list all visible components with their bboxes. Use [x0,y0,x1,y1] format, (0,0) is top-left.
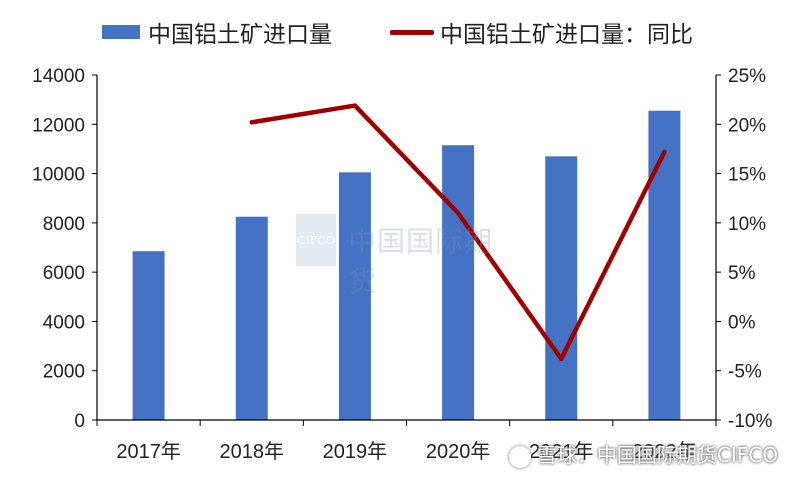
x-tick-label-0: 2017年 [116,440,181,463]
y-right-tick-label-1: -5% [728,362,762,383]
legend-item-line: 中国铝土矿进口量：同比 [390,14,693,50]
y-right-tick-label-0: -10% [728,411,772,432]
y-right-tick-label-6: 20% [728,115,766,136]
x-tick-label-2: 2019年 [323,440,388,463]
legend-item-bar: 中国铝土矿进口量 [102,14,332,50]
footer-watermark: 雪球：中国国际期货CIFCO [508,439,778,468]
y-left-tick-label-0: 0 [74,411,85,432]
watermark-text: 中国国际期货 [348,225,494,298]
legend-label-line: 中国铝土矿进口量：同比 [440,22,693,48]
y-right-tick-label-2: 0% [728,312,756,333]
y-left-tick-label-6: 12000 [32,115,85,136]
y-left-tick-label-7: 14000 [32,66,85,87]
y-right-tick-label-5: 15% [728,165,766,186]
footer-text: 雪球：中国国际期货CIFCO [536,443,778,467]
bar-0 [132,251,165,420]
legend: 中国铝土矿进口量 中国铝土矿进口量：同比 [0,14,800,50]
x-tick-label-3: 2020年 [426,440,491,463]
bar-5 [648,110,681,420]
watermark: CIFCO 中国国际期货 [296,214,506,298]
y-left-tick-label-1: 2000 [43,362,85,383]
y-right-tick-label-3: 5% [728,263,756,284]
legend-label-bar: 中国铝土矿进口量 [148,22,332,48]
x-tick-label-4: 2021年 [529,440,594,463]
y-left-tick-label-4: 8000 [43,214,85,235]
watermark-logo: CIFCO [296,214,336,266]
legend-bar-swatch [102,25,140,39]
y-left-tick-label-2: 4000 [43,312,85,333]
bar-2 [338,172,371,420]
y-right-tick-label-4: 10% [728,214,766,235]
bar-4 [545,156,578,421]
bar-3 [442,145,475,420]
x-tick-label-5: 2022年 [632,440,697,463]
y-left-tick-label-5: 10000 [32,165,85,186]
x-tick-label-1: 2018年 [220,440,285,463]
y-left-tick-label-3: 6000 [43,263,85,284]
legend-line-swatch [390,29,434,35]
snowball-icon [508,445,531,468]
y-right-tick-label-7: 25% [728,66,766,87]
bar-1 [235,216,268,420]
